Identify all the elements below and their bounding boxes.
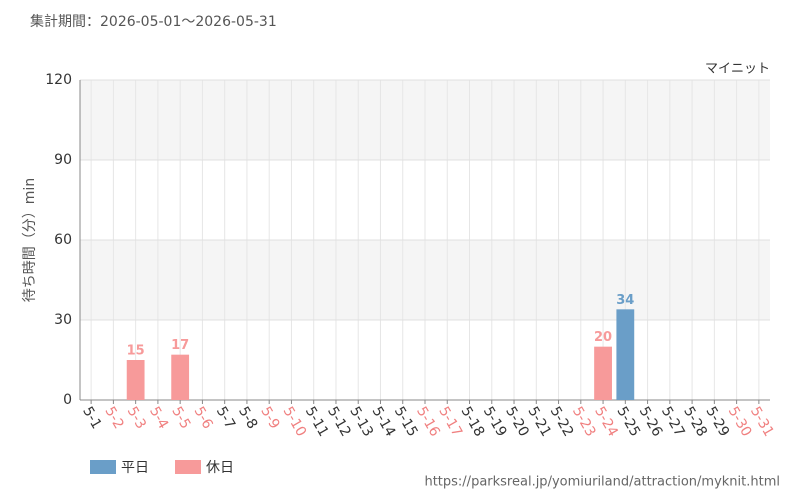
x-tick-label: 5-8: [235, 404, 260, 432]
bar: [126, 360, 145, 400]
x-tick-label: 5-4: [146, 404, 171, 432]
bar: [171, 354, 190, 400]
x-tick-label: 5-6: [190, 404, 215, 432]
y-tick-label: 0: [63, 392, 72, 408]
legend-label: 休日: [206, 460, 234, 476]
data-label: 34: [616, 293, 634, 308]
subtitle: 集計期間：2026-05-01～2026-05-31: [30, 13, 277, 30]
bar: [616, 309, 635, 400]
data-label: 15: [127, 344, 145, 359]
x-tick-label: 5-5: [168, 404, 193, 432]
legend-label: 平日: [121, 460, 149, 476]
x-tick-label: 5-9: [257, 404, 282, 432]
x-tick-label: 5-1: [79, 404, 104, 432]
x-tick-label: 5-7: [213, 404, 238, 432]
data-label: 17: [171, 338, 189, 353]
y-axis-label: 待ち時間（分）min: [22, 178, 38, 302]
x-tick-label: 5-2: [101, 404, 126, 432]
legend-swatch: [175, 460, 201, 474]
data-label: 20: [594, 330, 612, 345]
annotation: マイニット: [705, 62, 770, 77]
x-tick-label: 5-31: [747, 404, 777, 440]
legend-swatch: [90, 460, 116, 474]
x-tick-label: 5-3: [124, 404, 149, 432]
y-tick-label: 120: [45, 72, 72, 88]
y-tick-label: 30: [54, 312, 72, 328]
source: https://parksreal.jp/yomiuriland/attract…: [424, 475, 780, 490]
bar: [594, 346, 612, 400]
y-tick-label: 60: [54, 232, 72, 248]
y-tick-label: 90: [54, 152, 72, 168]
